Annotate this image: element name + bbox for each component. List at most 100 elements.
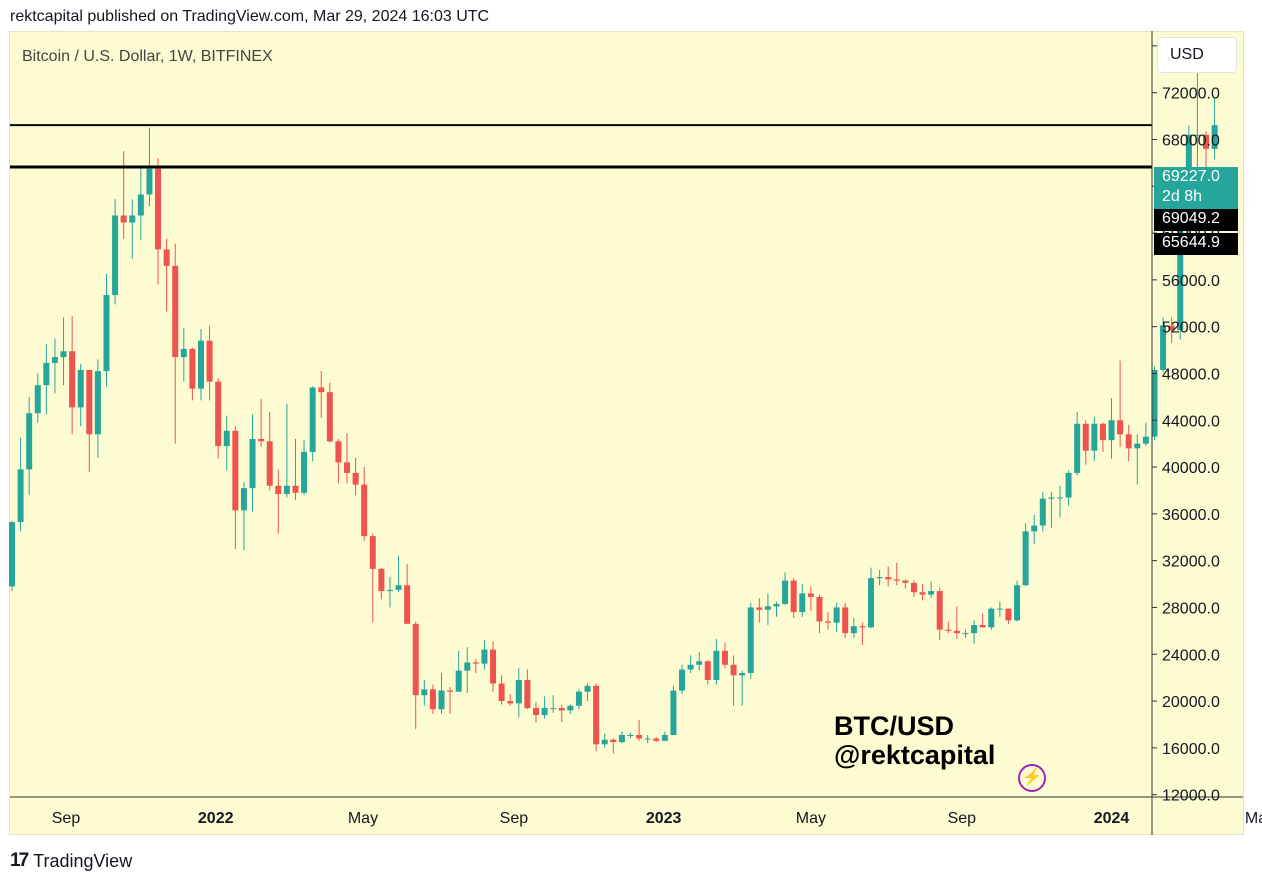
candle [60,317,67,386]
candle [902,579,909,589]
candle-body [1151,369,1158,437]
candle-body [17,469,24,523]
candle [43,344,50,415]
candle [240,482,247,551]
candle-body [386,589,393,592]
candle [421,679,428,706]
candle [1194,71,1201,181]
candle-body [369,536,376,569]
chart-area[interactable] [9,31,1244,835]
x-tick-label: Sep [500,810,529,827]
candle [704,660,711,685]
horizontal-lines-group [10,124,1152,169]
candle [971,620,978,644]
candle-body [1031,525,1038,532]
watermark-line2: @rektcapital [834,740,996,770]
candle-body [679,669,686,691]
candle-body [756,607,763,610]
candle [524,669,531,710]
candle-body [558,708,565,711]
candle [593,683,600,752]
candle [412,621,419,730]
candle-body [481,649,488,664]
y-tick-label: 48000.0 [1162,366,1220,383]
candle-body [1194,134,1201,136]
x-tick-label: May [796,810,826,827]
x-tick-label: 2022 [198,810,234,827]
candle-body [43,362,50,386]
currency-button[interactable]: USD [1157,37,1237,73]
candle-body [309,387,316,452]
candle [575,689,582,710]
candle [369,533,376,623]
candle-body [584,685,591,692]
candle-body [1134,443,1141,449]
candle [1091,416,1098,462]
candle [842,602,849,638]
candle-body [412,623,419,696]
candle [232,426,239,549]
candle-body [1203,134,1210,149]
candle [1014,580,1021,622]
candle [962,629,969,638]
candle-body [971,625,978,634]
candle-body [919,592,926,595]
candle [1048,491,1055,528]
candle-body [541,708,548,716]
footer-brand[interactable]: 17 TradingView [10,850,132,872]
symbol-label[interactable]: Bitcoin / U.S. Dollar, 1W, BITFINEX [22,48,273,65]
candle [86,369,93,472]
candle-body [112,215,119,296]
candle-body [524,679,531,709]
candle [696,651,703,671]
y-tick-label: 44000.0 [1162,413,1220,430]
candle-body [395,585,402,590]
candle [94,359,101,458]
candle [1065,470,1072,506]
lightning-icon[interactable]: ⚡ [1018,764,1046,792]
candle-body [936,591,943,630]
candle-body [1168,325,1175,331]
candle [438,672,445,714]
candle-body [850,626,857,634]
price-tag: 69227.0 2d 8h [1154,167,1238,209]
candle-body [344,462,351,473]
candle [1134,434,1141,485]
candle [859,622,866,645]
candle [953,606,960,640]
candle-body [86,369,93,435]
candle [197,328,204,401]
watermark: BTC/USD @rektcapital [834,712,995,770]
candle [34,373,41,423]
candle [627,732,634,739]
candle [352,457,359,496]
candle-body [197,340,204,389]
candle [155,158,162,285]
candle [532,702,539,723]
candle [498,675,505,705]
candle [137,168,144,241]
candle-body [988,608,995,628]
candle-body [618,734,625,743]
candle-body [490,649,497,684]
candle-body [704,661,711,680]
candle [1211,97,1218,160]
candle-body [799,593,806,613]
candle-body [34,385,41,414]
x-tick-label: Sep [948,810,977,827]
candle-body [1082,423,1089,451]
candle [670,685,677,735]
candle [1039,491,1046,532]
candle [1056,485,1063,518]
candle [309,386,316,462]
candle-body [868,578,874,628]
candle-body [610,739,617,743]
y-tick-label: 52000.0 [1162,320,1220,337]
candle-body [129,215,136,223]
candle [713,639,720,685]
candle [189,347,196,401]
tradingview-logo-icon: 17 [10,850,29,871]
candle-body [532,708,539,716]
candle [404,564,411,624]
